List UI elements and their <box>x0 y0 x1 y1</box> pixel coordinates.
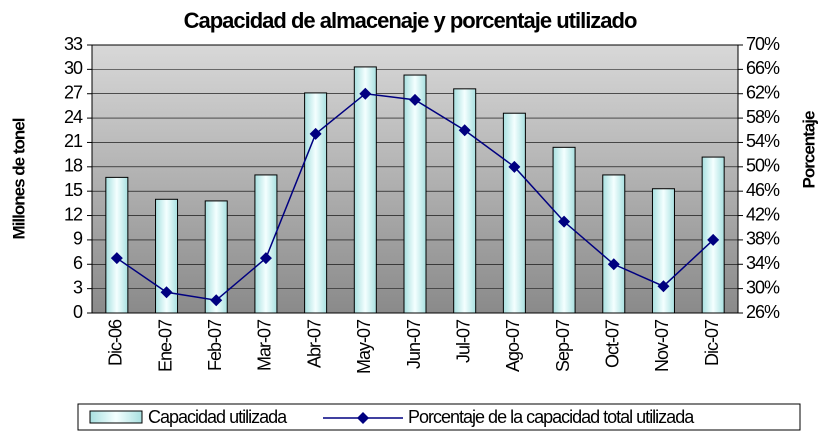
y-tick-label: 3 <box>73 277 83 297</box>
x-tick-label: Sep-07 <box>553 319 573 372</box>
y2-tick-label: 66% <box>746 58 780 78</box>
marker <box>508 160 521 173</box>
legend-label: Porcentaje de la capacidad total utiliza… <box>408 407 695 427</box>
legend-label: Capacidad utilizada <box>148 407 288 427</box>
bar <box>353 66 377 314</box>
marker <box>458 124 471 137</box>
y-tick-label: 18 <box>64 156 83 176</box>
marker <box>409 93 421 106</box>
x-tick-label: Mar-07 <box>255 319 275 371</box>
bar <box>651 188 675 314</box>
bar <box>403 74 427 314</box>
y2-tick-label: 34% <box>746 253 780 273</box>
marker <box>160 286 173 299</box>
marker <box>259 252 272 265</box>
chart-title: Capacidad de almacenaje y porcentaje uti… <box>184 8 637 33</box>
y2-tick-label: 70% <box>746 34 780 54</box>
y2-tick-label: 42% <box>746 204 780 224</box>
legend-swatch <box>89 410 143 424</box>
x-tick-label: Nov-07 <box>652 319 672 372</box>
marker <box>607 258 620 271</box>
y2-tick-label: 58% <box>746 107 780 127</box>
y-tick-label: 24 <box>64 107 83 127</box>
y2-tick-label: 62% <box>746 82 780 102</box>
y-tick-label: 12 <box>64 204 83 224</box>
y-tick-label: 15 <box>64 180 83 200</box>
y-tick-label: 30 <box>64 58 83 78</box>
bar <box>155 198 179 314</box>
x-tick-label: Ago-07 <box>503 319 523 372</box>
bar <box>453 88 477 314</box>
x-tick-label: Dic-06 <box>106 319 126 366</box>
y2-tick-label: 30% <box>746 277 780 297</box>
bar <box>502 112 526 314</box>
legend <box>77 403 801 431</box>
x-tick-label: Oct-07 <box>603 319 623 368</box>
y-tick-label: 21 <box>64 131 83 151</box>
y-tick-label: 0 <box>73 302 83 322</box>
marker <box>558 215 571 228</box>
y2-tick-label: 46% <box>746 180 780 200</box>
y-axis-label: Millones de tonel <box>9 118 28 239</box>
x-tick-label: Abr-07 <box>304 319 324 368</box>
y2-tick-label: 38% <box>746 229 780 249</box>
x-tick-label: Jun-07 <box>404 319 424 369</box>
y-tick-label: 6 <box>73 253 83 273</box>
marker <box>359 87 372 100</box>
y-tick-label: 33 <box>64 34 83 54</box>
bar <box>552 146 576 314</box>
bar <box>105 176 129 314</box>
y2-tick-label: 54% <box>746 131 780 151</box>
x-tick-label: Jul-07 <box>453 319 473 363</box>
x-tick-label: Dic-07 <box>702 319 722 366</box>
y-tick-label: 9 <box>73 229 83 249</box>
y-tick-label: 27 <box>64 82 83 102</box>
marker <box>210 294 223 307</box>
bar <box>254 174 278 314</box>
marker <box>657 280 670 293</box>
legend-marker <box>357 412 369 424</box>
marker <box>110 252 123 265</box>
y2-tick-label: 50% <box>746 156 780 176</box>
bar <box>304 92 328 314</box>
y2-axis-label: Porcentaje <box>799 111 818 188</box>
x-tick-label: May-07 <box>354 319 374 374</box>
marker <box>309 127 322 140</box>
x-tick-label: Ene-07 <box>155 319 175 372</box>
y2-tick-label: 26% <box>746 302 780 322</box>
x-tick-label: Feb-07 <box>205 319 225 371</box>
bar <box>602 174 626 314</box>
bar <box>204 200 228 314</box>
marker <box>707 233 720 246</box>
